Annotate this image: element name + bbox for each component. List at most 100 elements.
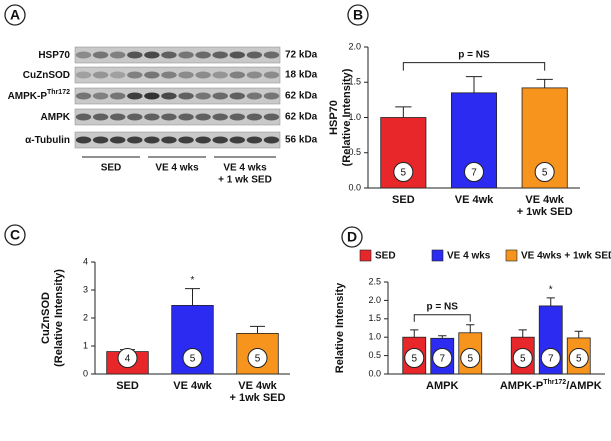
blot-band [75, 92, 92, 100]
n-badge [512, 348, 533, 368]
panel-badge [341, 226, 363, 248]
blot-band [178, 113, 194, 121]
group-label: VE 4 wks [223, 163, 267, 174]
n-badge [117, 348, 138, 368]
panel-letter: B [353, 7, 363, 23]
blot-band [246, 71, 263, 79]
blot-band [144, 113, 160, 121]
x-tick-label: VE 4wk [238, 380, 277, 392]
x-tick-label: SED [116, 380, 139, 392]
x-tick-label: + 1wk SED [230, 392, 286, 404]
blot-strip [74, 66, 281, 84]
y-tick-label: 0.5 [368, 350, 381, 360]
blot-band [161, 136, 177, 144]
annotation: p = NS [458, 49, 490, 60]
blot-band [178, 136, 194, 144]
label-part: α-Tubulin [25, 135, 70, 146]
blot-band [110, 113, 126, 121]
blot-band [127, 113, 143, 121]
protein-label: CuZnSOD [23, 70, 70, 81]
blot-band [212, 71, 228, 79]
error-bar [250, 325, 265, 334]
blot-band [144, 71, 160, 79]
blot-band [75, 71, 92, 79]
y-tick-label: 0 [83, 368, 88, 378]
label-part: /AMPK [566, 380, 602, 392]
blot-band [92, 113, 109, 121]
group-label: + 1 wk SED [218, 175, 272, 186]
y-tick-label: 4 [83, 256, 88, 266]
blot-band [195, 51, 211, 59]
blot-band [195, 113, 211, 121]
blot-band [92, 71, 109, 79]
error-bar [438, 335, 447, 339]
label-part: AMPK [41, 112, 71, 123]
blot-band [92, 92, 109, 100]
protein-label: AMPK-PThr172 [8, 89, 71, 102]
y-tick-label: 1 [83, 340, 88, 350]
significance: * [549, 284, 553, 295]
blot-band [195, 92, 211, 100]
n-label: 7 [471, 168, 477, 179]
blot-band [229, 51, 245, 59]
panel-letter: D [347, 229, 357, 245]
x-tick-label: AMPK [426, 380, 458, 392]
label-part: AMPK [426, 380, 458, 392]
blot-band [246, 92, 263, 100]
superscript: Thr172 [543, 379, 566, 386]
error-bar [395, 106, 412, 118]
bracket [413, 314, 471, 322]
y-tick-label: 2 [83, 312, 88, 322]
blot-band [92, 51, 109, 59]
blot-band [263, 136, 280, 144]
significance: * [191, 275, 195, 286]
x-tick-label: AMPK-PThr172/AMPK [500, 379, 602, 392]
kda-label: 72 kDa [285, 50, 318, 61]
blot-strip [74, 87, 281, 105]
n-label: 7 [548, 354, 554, 365]
legend-label: VE 4 wks [447, 251, 491, 262]
n-label: 5 [255, 354, 261, 365]
blot-band [92, 136, 109, 144]
n-badge [460, 348, 481, 368]
error-bar [465, 76, 483, 93]
error-bar [574, 330, 583, 338]
blot-band [212, 113, 228, 121]
y-tick-label: 3 [83, 284, 88, 294]
blot-band [246, 136, 263, 144]
label-part: CuZnSOD [23, 70, 70, 81]
blot-band [195, 71, 211, 79]
label-part: HSP70 [38, 50, 70, 61]
blot-band [127, 92, 143, 100]
label-part: AMPK-P [8, 91, 48, 102]
n-label: 5 [411, 354, 417, 365]
protein-label: AMPK [41, 112, 71, 123]
y-axis-label: (Relative Intensity) [341, 68, 353, 166]
x-tick-label: VE 4wk [173, 380, 212, 392]
bracket [402, 62, 546, 71]
y-tick-label: 2.5 [368, 276, 381, 286]
y-axis-label: (Relative Intensity) [53, 269, 65, 367]
blot-band [178, 71, 194, 79]
n-badge [568, 348, 589, 368]
blot-band [212, 92, 228, 100]
blot-band [110, 51, 126, 59]
blot-band [212, 136, 228, 144]
n-label: 7 [439, 354, 445, 365]
n-badge [534, 162, 555, 182]
blot-band [178, 51, 194, 59]
y-tick-label: 2.0 [368, 295, 381, 305]
blot-strip [74, 108, 281, 126]
blot-band [229, 113, 245, 121]
error-bar [536, 78, 553, 88]
y-tick-label: 1.0 [368, 332, 381, 342]
blot-strip [74, 46, 281, 64]
blot-strip [74, 131, 281, 149]
y-tick-label: 1.0 [348, 112, 361, 122]
blot-band [161, 71, 177, 79]
y-axis-label: Relative Intensity [334, 282, 346, 373]
error-bar [466, 324, 475, 333]
kda-label: 56 kDa [285, 135, 318, 146]
n-badge [464, 162, 484, 182]
